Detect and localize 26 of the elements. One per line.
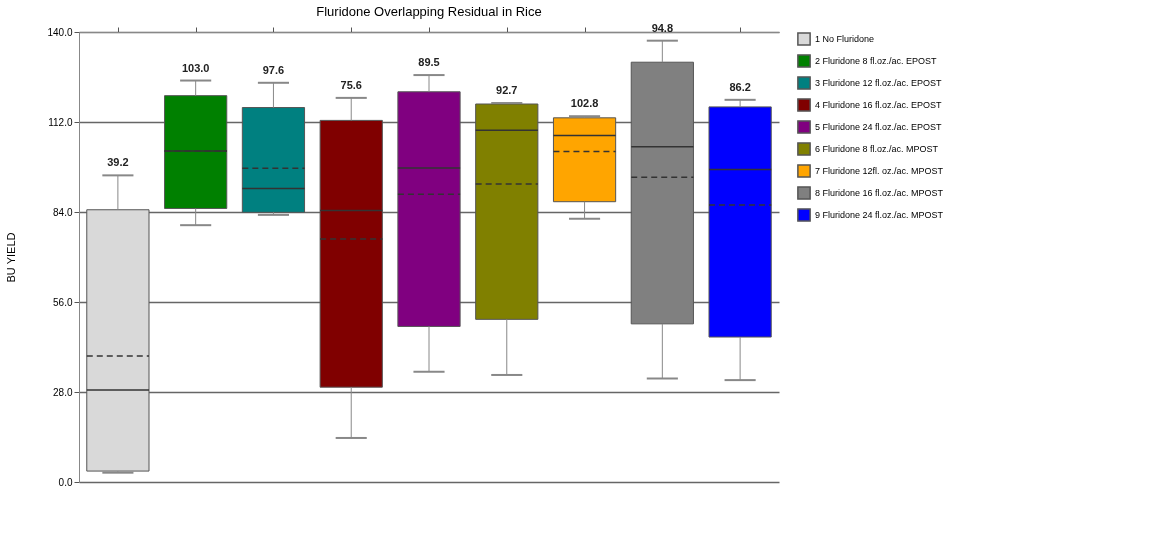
annotation: 92.7 [496,84,518,97]
annotation: 103.0 [181,61,210,74]
y-axis-title: BU YIELD [5,232,18,283]
legend-label: 7 Fluridone 12fl. oz./ac. MPOST [815,166,944,176]
annotation: 89.5 [418,56,440,69]
y-tick-label: 56.0 [53,296,73,308]
annotation: 94.8 [651,21,674,34]
legend-label: 6 Fluridone 8 fl.oz./ac. MPOST [815,144,939,154]
legend-label: 4 Fluridone 16 fl.oz./ac. EPOST [815,100,943,110]
annotation: 97.6 [262,63,285,76]
chart-title: Fluridone Overlapping Residual in Rice [316,3,542,19]
legend-label: 2 Fluridone 8 fl.oz./ac. EPOST [815,56,938,66]
annotation: 39.2 [107,156,129,169]
annotation: 102.8 [570,97,599,110]
y-tick-label: 84.0 [53,206,73,218]
legend-label: 3 Fluridone 12 fl.oz./ac. EPOST [815,78,943,88]
legend-label: 8 Fluridone 16 fl.oz./ac. MPOST [815,188,944,198]
y-tick-label: 112.0 [48,116,73,128]
y-tick-label: 0.0 [58,476,73,488]
y-tick-label: 140.0 [47,26,73,38]
annotation: 86.2 [729,80,751,93]
y-tick-label: 28.0 [53,386,73,398]
annotation: 75.6 [340,78,362,91]
legend-label: 5 Fluridone 24 fl.oz./ac. EPOST [815,122,943,132]
legend-label: 1 No Fluridone [815,34,875,44]
legend-label: 9 Fluridone 24 fl.oz./ac. MPOST [815,210,944,220]
